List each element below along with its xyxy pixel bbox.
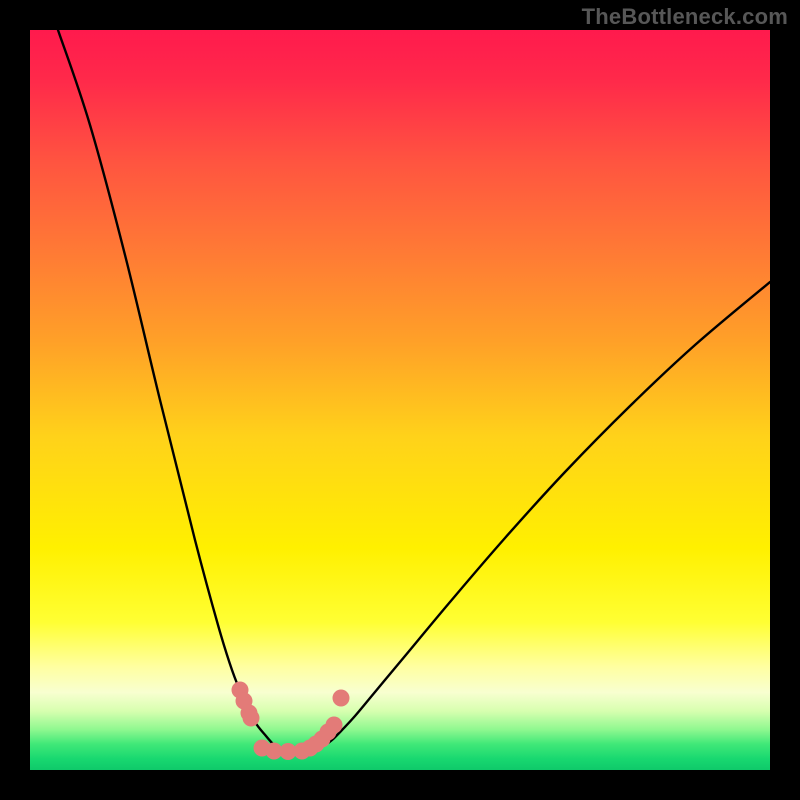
data-dot bbox=[326, 717, 343, 734]
data-dot bbox=[333, 690, 350, 707]
curve-right bbox=[318, 282, 770, 749]
data-dot bbox=[243, 710, 260, 727]
data-dots bbox=[232, 682, 350, 761]
outer-frame: TheBottleneck.com bbox=[0, 0, 800, 800]
curve-left bbox=[58, 30, 278, 749]
watermark-text: TheBottleneck.com bbox=[582, 4, 788, 30]
curve-layer bbox=[30, 30, 770, 770]
plot-area bbox=[30, 30, 770, 770]
